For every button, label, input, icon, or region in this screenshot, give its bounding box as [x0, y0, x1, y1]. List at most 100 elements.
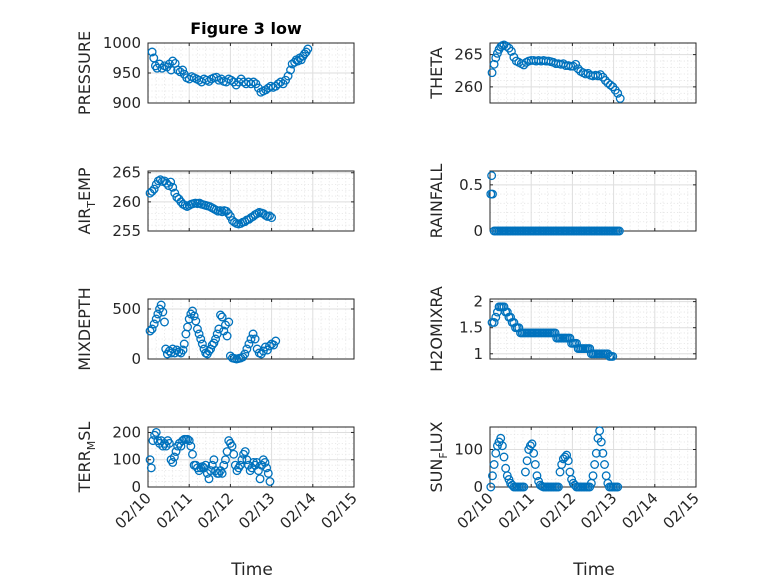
data-point: [158, 307, 168, 317]
data-point: [600, 460, 609, 469]
data-point: [600, 75, 610, 85]
data-point: [571, 59, 581, 69]
data-point: [598, 448, 608, 458]
x-axis-label-left: Time: [230, 560, 273, 580]
y-axis-label: H2OMIXRA: [427, 286, 446, 372]
major-grid: [490, 43, 696, 103]
y-tick-label: 1.5: [459, 319, 483, 337]
data-point: [242, 344, 252, 354]
data-point: [176, 441, 186, 451]
y-axis-label-main: AIR: [75, 208, 94, 235]
data-point: [522, 456, 532, 466]
y-tick-label: 265: [112, 164, 141, 182]
data-point: [489, 460, 499, 469]
data-point: [596, 437, 606, 447]
figure-title: Figure 3 low: [190, 19, 302, 38]
data-point: [192, 324, 202, 334]
data-point: [527, 439, 537, 449]
data-point: [146, 463, 156, 473]
data-point: [246, 79, 256, 89]
y-axis-label-main: TERR: [75, 450, 94, 493]
data-point: [615, 94, 625, 103]
data-point: [178, 65, 188, 75]
data-point: [595, 426, 605, 436]
axes-box: [147, 170, 355, 232]
y-tick-label: 1: [473, 345, 483, 363]
data-point: [227, 441, 237, 451]
y-tick-label: 255: [112, 222, 141, 240]
y-tick-label: 100: [112, 451, 141, 469]
data-point: [590, 460, 600, 469]
data-point: [168, 182, 178, 192]
data-point: [240, 447, 250, 456]
data-point: [194, 329, 204, 339]
data-point: [201, 460, 211, 470]
y-tick-label: 0: [473, 222, 483, 240]
y-axis-label-rest: SL: [75, 422, 94, 441]
axes-background: [490, 171, 696, 231]
data-point: [217, 468, 227, 478]
y-tick-label: 500: [112, 300, 141, 318]
data-point: [489, 318, 499, 327]
y-axis-label: RAINFALL: [427, 164, 446, 239]
data-point: [249, 77, 258, 87]
y-tick-label: 900: [112, 94, 141, 112]
data-point: [222, 331, 232, 341]
data-point: [229, 449, 239, 459]
axes-background: [148, 427, 354, 487]
panel-h2omixra: 1 1.5 2 H2OMIXRA: [427, 286, 697, 372]
data-point: [276, 77, 286, 87]
tick-marks: [147, 171, 355, 232]
panel-air_temp: 255 260 265 AIRTEMP: [75, 164, 355, 240]
major-grid: [148, 299, 354, 359]
data-point: [608, 351, 618, 361]
y-tick-label: 0: [131, 478, 141, 496]
y-axis-label: AIRTEMP: [75, 167, 98, 234]
data-point: [224, 317, 234, 327]
data-point: [183, 322, 193, 332]
data-point: [248, 329, 258, 339]
y-tick-label: 260: [454, 78, 483, 96]
data-point: [153, 309, 163, 319]
data-point: [557, 460, 567, 469]
data-point: [265, 211, 274, 221]
data-point: [489, 59, 499, 69]
major-grid: [490, 171, 696, 231]
y-axis-label: PRESSURE: [75, 31, 94, 115]
x-axis-label-right: Time: [572, 560, 615, 580]
data-point: [262, 463, 272, 473]
panel-mixdepth: 0 500 MIXDEPTH: [75, 287, 355, 371]
data-point: [265, 341, 274, 351]
data-point: [214, 324, 224, 334]
data-point: [250, 334, 260, 344]
data-point: [502, 41, 511, 51]
y-axis-label: SUNFLUX: [427, 421, 450, 492]
y-tick-label: 265: [454, 46, 483, 64]
data-point: [591, 448, 601, 458]
data-point: [189, 311, 199, 321]
data-point: [491, 53, 501, 63]
tick-marks: [489, 427, 697, 488]
data-point: [263, 468, 273, 478]
data-point: [149, 184, 159, 194]
data-point: [164, 438, 174, 448]
data-series: [487, 40, 625, 103]
data-point: [491, 312, 501, 322]
data-point: [519, 482, 529, 492]
data-point: [166, 65, 176, 75]
major-grid: [148, 43, 354, 103]
data-point: [221, 455, 230, 465]
data-point: [265, 477, 275, 486]
data-point: [196, 334, 206, 344]
data-point: [147, 47, 157, 57]
data-series: [145, 300, 281, 364]
y-axis-label-subscript: M: [85, 441, 98, 451]
tick-marks: [147, 42, 355, 104]
data-point: [271, 336, 281, 346]
data-point: [149, 319, 159, 329]
data-point: [568, 61, 578, 71]
panel-rainfall: 0 0.5 RAINFALL: [427, 164, 697, 240]
data-point: [186, 441, 196, 451]
data-point: [525, 441, 535, 451]
